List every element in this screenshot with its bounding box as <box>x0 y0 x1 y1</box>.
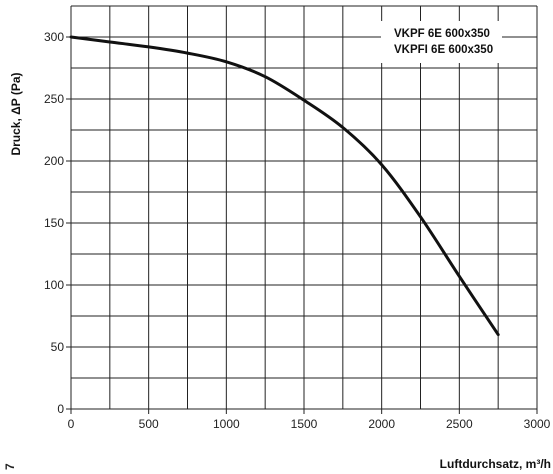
x-axis-title: Luftdurchsatz, m³/h <box>440 457 551 471</box>
y-tick-label-3: 150 <box>44 216 64 230</box>
legend-entry-1: VKPF 6E 600x350 <box>394 28 490 40</box>
x-tick-label-0: 0 <box>68 417 75 431</box>
grid <box>70 5 538 410</box>
series-line-0 <box>69 35 500 337</box>
y-axis-title: Druck, ΔP (Pa) <box>9 72 23 155</box>
x-tick-label-2: 1000 <box>213 417 240 431</box>
series-layer <box>69 35 500 337</box>
y-tick-label-0: 0 <box>57 402 64 416</box>
legend: VKPF 6E 600x350 VKPFI 6E 600x350 <box>381 21 502 63</box>
y-tick-label-1: 50 <box>51 340 65 354</box>
y-tick-label-2: 100 <box>44 278 64 292</box>
legend-box <box>381 21 502 63</box>
x-tick-label-4: 2000 <box>368 417 395 431</box>
x-tick-label-1: 500 <box>139 417 159 431</box>
y-tick-label-4: 200 <box>44 154 64 168</box>
x-tick-label-5: 2500 <box>446 417 473 431</box>
corner-glyph: 7 <box>3 463 17 470</box>
legend-entry-2: VKPFI 6E 600x350 <box>394 44 493 56</box>
x-tick-label-3: 1500 <box>291 417 318 431</box>
axis-ticks: 0 500 1000 1500 2000 2500 3000 0 50 100 150 200 250 3… <box>44 30 551 431</box>
y-tick-label-6: 300 <box>44 30 64 44</box>
y-tick-label-5: 250 <box>44 92 64 106</box>
x-tick-label-6: 3000 <box>524 417 551 431</box>
